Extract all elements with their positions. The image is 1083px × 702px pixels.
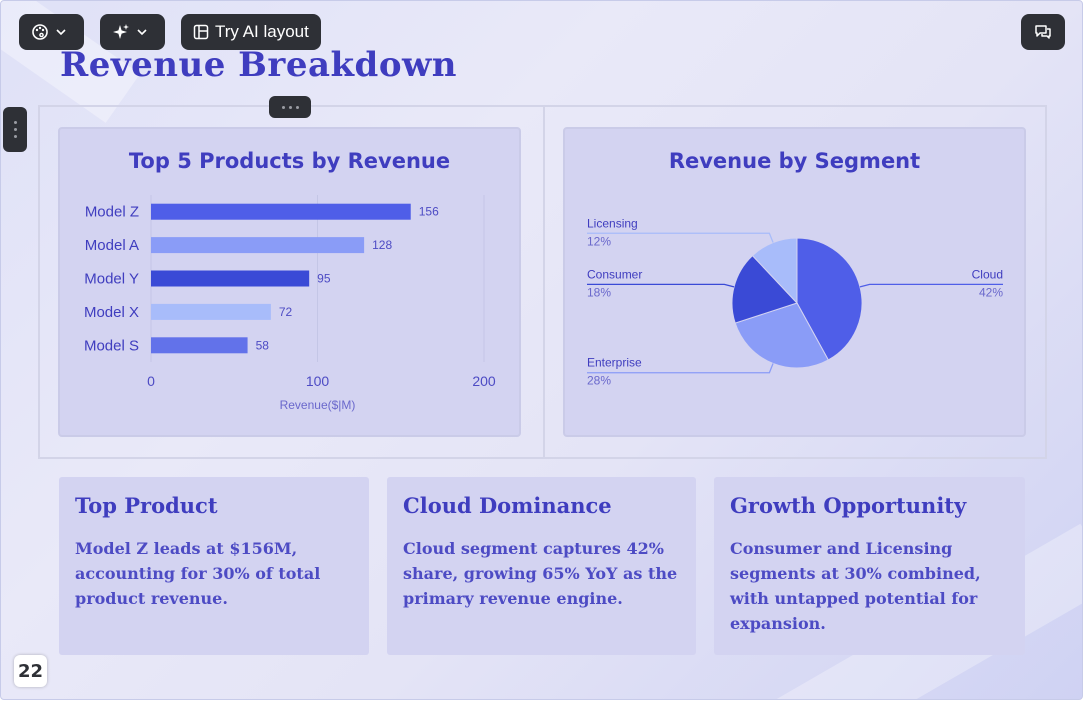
slice-percent: 18%	[587, 285, 611, 299]
y-tick-label: Model Z	[85, 204, 139, 221]
ai-dropdown-button[interactable]	[100, 14, 165, 50]
page-title[interactable]: Revenue Breakdown	[60, 45, 457, 85]
card-title: Top Product	[75, 493, 218, 518]
data-label: 156	[419, 205, 439, 219]
palette-icon	[31, 23, 49, 41]
try-ai-layout-label: Try AI layout	[215, 22, 309, 41]
try-ai-layout-button[interactable]: Try AI layout	[181, 14, 321, 50]
comments-button[interactable]	[1021, 14, 1065, 50]
card-body: Consumer and Licensing segments at 30% c…	[730, 539, 981, 633]
bar	[151, 337, 248, 354]
chart-columns-frame	[38, 105, 1047, 459]
data-label: 72	[279, 305, 293, 319]
y-tick-label: Model Y	[84, 271, 139, 288]
slice-label: Licensing	[587, 216, 638, 230]
pie-slice	[731, 254, 798, 324]
y-tick-label: Model A	[85, 237, 139, 254]
bar-chart-card[interactable]: Top 5 Products by Revenue 0 100 200 Revenue…	[58, 127, 521, 437]
block-drag-handle[interactable]	[3, 107, 27, 152]
slice-percent: 12%	[587, 234, 611, 248]
bar-chart: 0 100 200 Revenue($|M) Model Z 156 Model A 128 M…	[84, 195, 496, 412]
chevron-down-icon	[55, 26, 67, 38]
leader-line	[587, 363, 774, 374]
data-label: 58	[256, 338, 270, 352]
x-tick-label: 0	[147, 373, 155, 389]
bar	[151, 203, 411, 220]
info-card-cloud-dominance[interactable]: Cloud Dominance Cloud segment captures 4…	[387, 477, 696, 655]
leader-line	[587, 232, 774, 243]
y-tick-label: Model S	[84, 337, 139, 354]
page-number[interactable]: 22	[14, 655, 47, 687]
leader-line	[859, 283, 1003, 288]
leader-line	[587, 283, 735, 288]
slice-percent: 42%	[979, 285, 1003, 299]
pie-chart: Cloud 42% Enterprise 28% Consumer 18% Licensin…	[587, 216, 1003, 388]
slice-label: Consumer	[587, 267, 642, 281]
card-body: Cloud segment captures 42% share, growin…	[403, 539, 678, 608]
card-title: Growth Opportunity	[730, 493, 967, 518]
card-body: Model Z leads at $156M, accounting for 3…	[75, 539, 321, 608]
x-axis-label: Revenue($|M)	[280, 398, 356, 412]
data-label: 95	[317, 272, 331, 286]
pie-chart-title: Revenue by Segment	[668, 149, 921, 173]
theme-dropdown-button[interactable]	[19, 14, 84, 50]
chevron-down-icon	[136, 26, 148, 38]
bar	[151, 270, 310, 287]
card-title: Cloud Dominance	[403, 493, 612, 518]
info-card-top-product[interactable]: Top Product Model Z leads at $156M, acco…	[59, 477, 369, 655]
column-drag-handle[interactable]	[269, 96, 311, 118]
column-divider	[543, 107, 545, 457]
pie-chart-card[interactable]: Revenue by Segment Cloud 42% Enterprise 28%…	[563, 127, 1026, 437]
info-card-growth-opportunity[interactable]: Growth Opportunity Consumer and Licensin…	[714, 477, 1025, 655]
data-label: 128	[372, 238, 392, 252]
layout-icon	[193, 24, 209, 40]
x-tick-label: 200	[472, 373, 496, 389]
slice-percent: 28%	[587, 374, 611, 388]
slice-label: Cloud	[972, 267, 1003, 281]
bar-chart-title: Top 5 Products by Revenue	[128, 149, 451, 173]
sparkle-icon	[112, 23, 130, 41]
bar	[151, 303, 271, 320]
slice-label: Enterprise	[587, 356, 642, 370]
x-tick-label: 100	[306, 373, 330, 389]
y-tick-label: Model X	[84, 304, 139, 321]
comment-icon	[1034, 24, 1052, 40]
bar	[151, 237, 365, 254]
